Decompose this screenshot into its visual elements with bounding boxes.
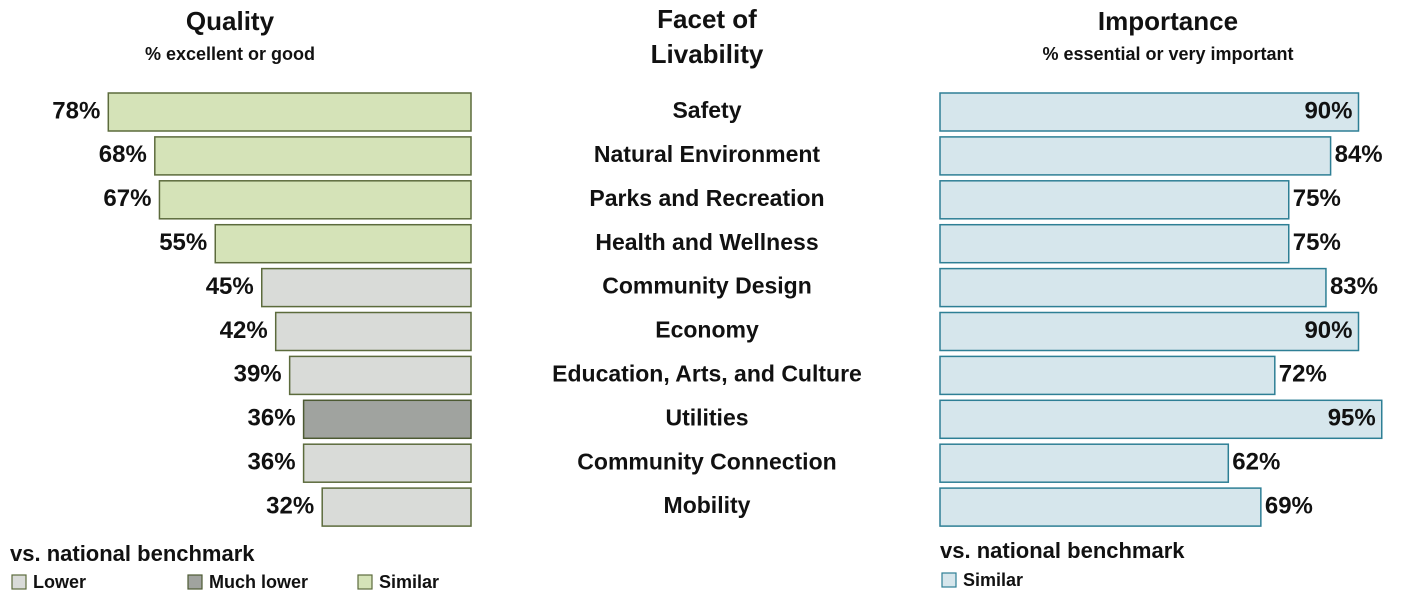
value-label: 36% <box>248 449 296 476</box>
bar <box>158 180 472 220</box>
bar <box>274 311 472 352</box>
bar <box>939 399 1383 440</box>
category-label: Mobility <box>664 492 751 518</box>
bar <box>154 136 472 176</box>
bar <box>107 92 472 132</box>
bar <box>288 355 472 396</box>
category-label: Safety <box>672 97 741 123</box>
bar <box>302 399 472 440</box>
category-label: Economy <box>655 317 759 343</box>
value-label: 75% <box>1293 185 1341 212</box>
value-label: 45% <box>206 273 254 300</box>
legend-swatch <box>11 574 27 590</box>
value-label: 75% <box>1293 229 1341 256</box>
bar <box>939 136 1332 176</box>
value-label: 67% <box>103 185 151 212</box>
bar <box>939 355 1276 396</box>
bar <box>214 223 472 264</box>
category-label: Natural Environment <box>594 141 821 167</box>
value-label: 62% <box>1232 449 1280 476</box>
chart-subtitle: % excellent or good <box>145 44 315 64</box>
value-label: 32% <box>266 492 314 519</box>
value-label: 95% <box>1328 405 1376 432</box>
chart-title: Quality <box>186 6 275 36</box>
legend-title: vs. national benchmark <box>10 541 255 566</box>
facet-header: Facet of Livability <box>650 4 764 69</box>
value-label: 84% <box>1335 141 1383 168</box>
value-label: 69% <box>1265 492 1313 519</box>
value-label: 83% <box>1330 273 1378 300</box>
legend-label: Much lower <box>209 572 308 592</box>
category-label: Community Design <box>602 273 812 299</box>
bar <box>939 92 1360 132</box>
value-label: 42% <box>220 317 268 344</box>
chart-title: Importance <box>1098 6 1238 36</box>
category-label: Parks and Recreation <box>589 185 824 211</box>
legend-swatch <box>357 574 373 590</box>
bar <box>939 443 1230 483</box>
bar <box>321 487 472 527</box>
bar <box>939 487 1262 527</box>
legend-swatch <box>187 574 203 590</box>
bar <box>302 443 472 483</box>
legend-label: Similar <box>379 572 439 592</box>
value-label: 90% <box>1304 97 1352 124</box>
category-label: Community Connection <box>577 448 836 474</box>
legend-title: vs. national benchmark <box>940 538 1185 563</box>
bar <box>939 311 1360 352</box>
legend-label: Lower <box>33 572 86 592</box>
bar <box>261 267 472 308</box>
value-label: 55% <box>159 229 207 256</box>
bar <box>939 180 1290 220</box>
value-label: 90% <box>1304 317 1352 344</box>
legend-label: Similar <box>963 570 1023 590</box>
chart-subtitle: % essential or very important <box>1042 44 1293 64</box>
legend-swatch <box>941 572 957 588</box>
value-label: 39% <box>234 361 282 388</box>
value-label: 78% <box>52 97 100 124</box>
value-label: 68% <box>99 141 147 168</box>
category-label: Health and Wellness <box>595 229 818 255</box>
bar <box>939 267 1327 308</box>
category-label: Utilities <box>665 404 748 430</box>
value-label: 72% <box>1279 361 1327 388</box>
bar <box>939 223 1290 264</box>
value-label: 36% <box>248 405 296 432</box>
category-label: Education, Arts, and Culture <box>552 360 862 386</box>
